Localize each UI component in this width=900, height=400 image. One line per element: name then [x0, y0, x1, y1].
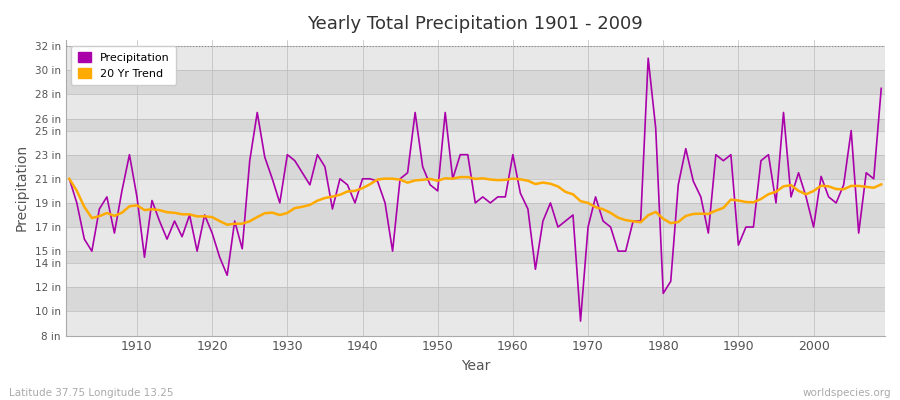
Bar — [66, 130, 885, 155]
20 Yr Trend — [124, 204, 135, 209]
20 Yr Trend — [64, 176, 75, 181]
Precipitation — [605, 225, 616, 230]
Precipitation — [643, 56, 653, 61]
Text: Latitude 37.75 Longitude 13.25: Latitude 37.75 Longitude 13.25 — [9, 388, 174, 398]
Y-axis label: Precipitation: Precipitation — [15, 144, 29, 232]
Bar — [66, 94, 885, 118]
Bar — [66, 46, 885, 70]
Legend: Precipitation, 20 Yr Trend: Precipitation, 20 Yr Trend — [71, 46, 176, 86]
Bar — [66, 287, 885, 312]
20 Yr Trend — [454, 175, 465, 180]
X-axis label: Year: Year — [461, 359, 490, 373]
20 Yr Trend — [342, 189, 353, 194]
20 Yr Trend — [221, 222, 232, 227]
Text: worldspecies.org: worldspecies.org — [803, 388, 891, 398]
Precipitation — [508, 152, 518, 157]
Precipitation — [500, 194, 510, 199]
Title: Yearly Total Precipitation 1901 - 2009: Yearly Total Precipitation 1901 - 2009 — [308, 15, 644, 33]
Precipitation — [335, 176, 346, 181]
Precipitation — [575, 319, 586, 324]
20 Yr Trend — [297, 204, 308, 209]
Precipitation — [290, 158, 301, 163]
Precipitation — [124, 152, 135, 157]
Bar — [66, 155, 885, 179]
Precipitation — [876, 86, 886, 91]
Bar — [66, 179, 885, 203]
Precipitation — [64, 176, 75, 181]
Bar — [66, 263, 885, 287]
Bar — [66, 118, 885, 130]
Bar — [66, 312, 885, 336]
20 Yr Trend — [523, 178, 534, 183]
20 Yr Trend — [876, 182, 886, 187]
20 Yr Trend — [515, 177, 526, 182]
Line: 20 Yr Trend: 20 Yr Trend — [69, 177, 881, 225]
Bar — [66, 70, 885, 94]
20 Yr Trend — [613, 215, 624, 220]
Bar — [66, 203, 885, 227]
Line: Precipitation: Precipitation — [69, 58, 881, 321]
Bar — [66, 227, 885, 251]
Bar — [66, 251, 885, 263]
